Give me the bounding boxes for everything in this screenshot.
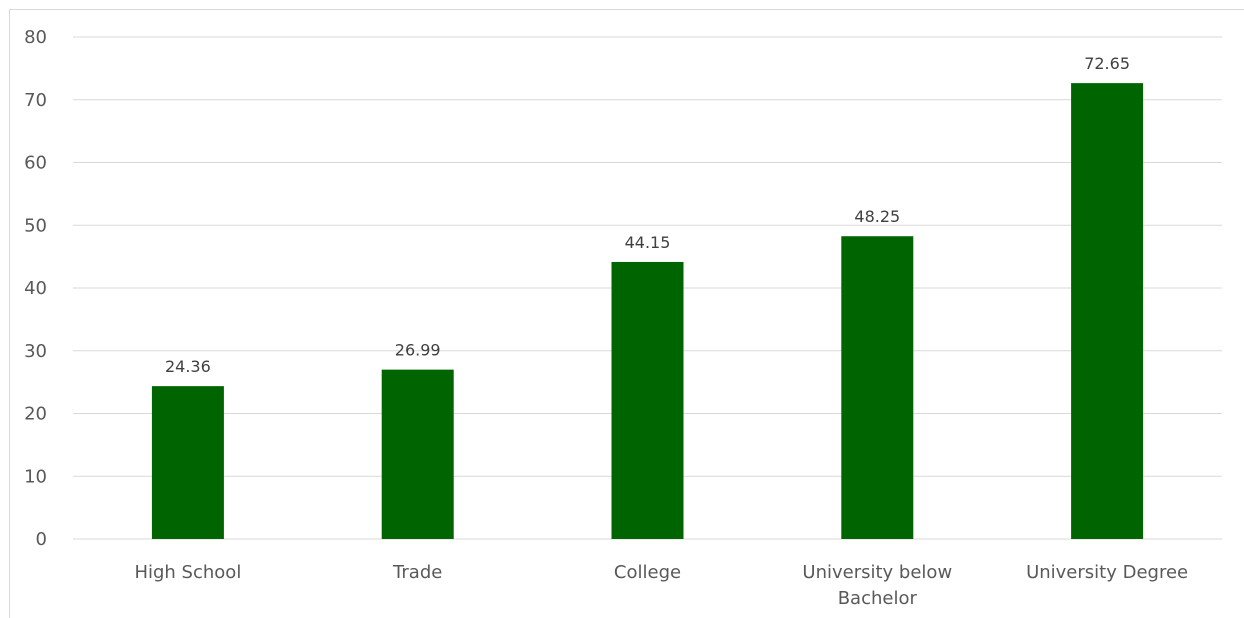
data-label: 24.36: [165, 357, 211, 376]
bar: [1071, 83, 1144, 539]
x-tick-label-line: Trade: [392, 562, 442, 583]
x-tick-label-line: University Degree: [1026, 562, 1188, 583]
x-tick-label-line: Bachelor: [838, 588, 918, 609]
x-tick-label-line: University below: [802, 562, 952, 583]
y-tick-label: 70: [24, 90, 47, 111]
y-tick-label: 30: [24, 341, 47, 362]
y-tick-label: 10: [24, 466, 47, 487]
data-labels: 24.36 26.99 44.15 48.25 72.65: [165, 54, 1130, 376]
y-tick-label: 50: [24, 215, 47, 236]
data-label: 48.25: [854, 207, 900, 226]
x-tick-label: Trade: [392, 562, 442, 583]
x-tick-label-line: College: [614, 562, 681, 583]
y-axis-tick-labels: 0 10 20 30 40 50 60 70 80: [24, 27, 47, 550]
data-label: 72.65: [1084, 54, 1130, 73]
x-axis-tick-labels: High School Trade College University below B…: [134, 562, 1188, 609]
bar: [841, 236, 914, 539]
x-tick-label-line: High School: [134, 562, 241, 583]
chart-frame: [9, 9, 1244, 618]
data-label: 26.99: [395, 341, 441, 360]
bar: [151, 386, 224, 539]
x-tick-label: University below Bachelor: [802, 562, 952, 609]
data-label: 44.15: [625, 233, 671, 252]
y-tick-label: 60: [24, 153, 47, 174]
x-tick-label: High School: [134, 562, 241, 583]
x-tick-label: University Degree: [1026, 562, 1188, 583]
y-tick-label: 40: [24, 278, 47, 299]
y-tick-label: 20: [24, 404, 47, 425]
bar: [611, 261, 684, 539]
bar: [381, 369, 454, 539]
y-tick-label: 80: [24, 27, 47, 48]
y-tick-label: 0: [36, 529, 47, 550]
x-tick-label: College: [614, 562, 681, 583]
bars: [151, 83, 1144, 539]
